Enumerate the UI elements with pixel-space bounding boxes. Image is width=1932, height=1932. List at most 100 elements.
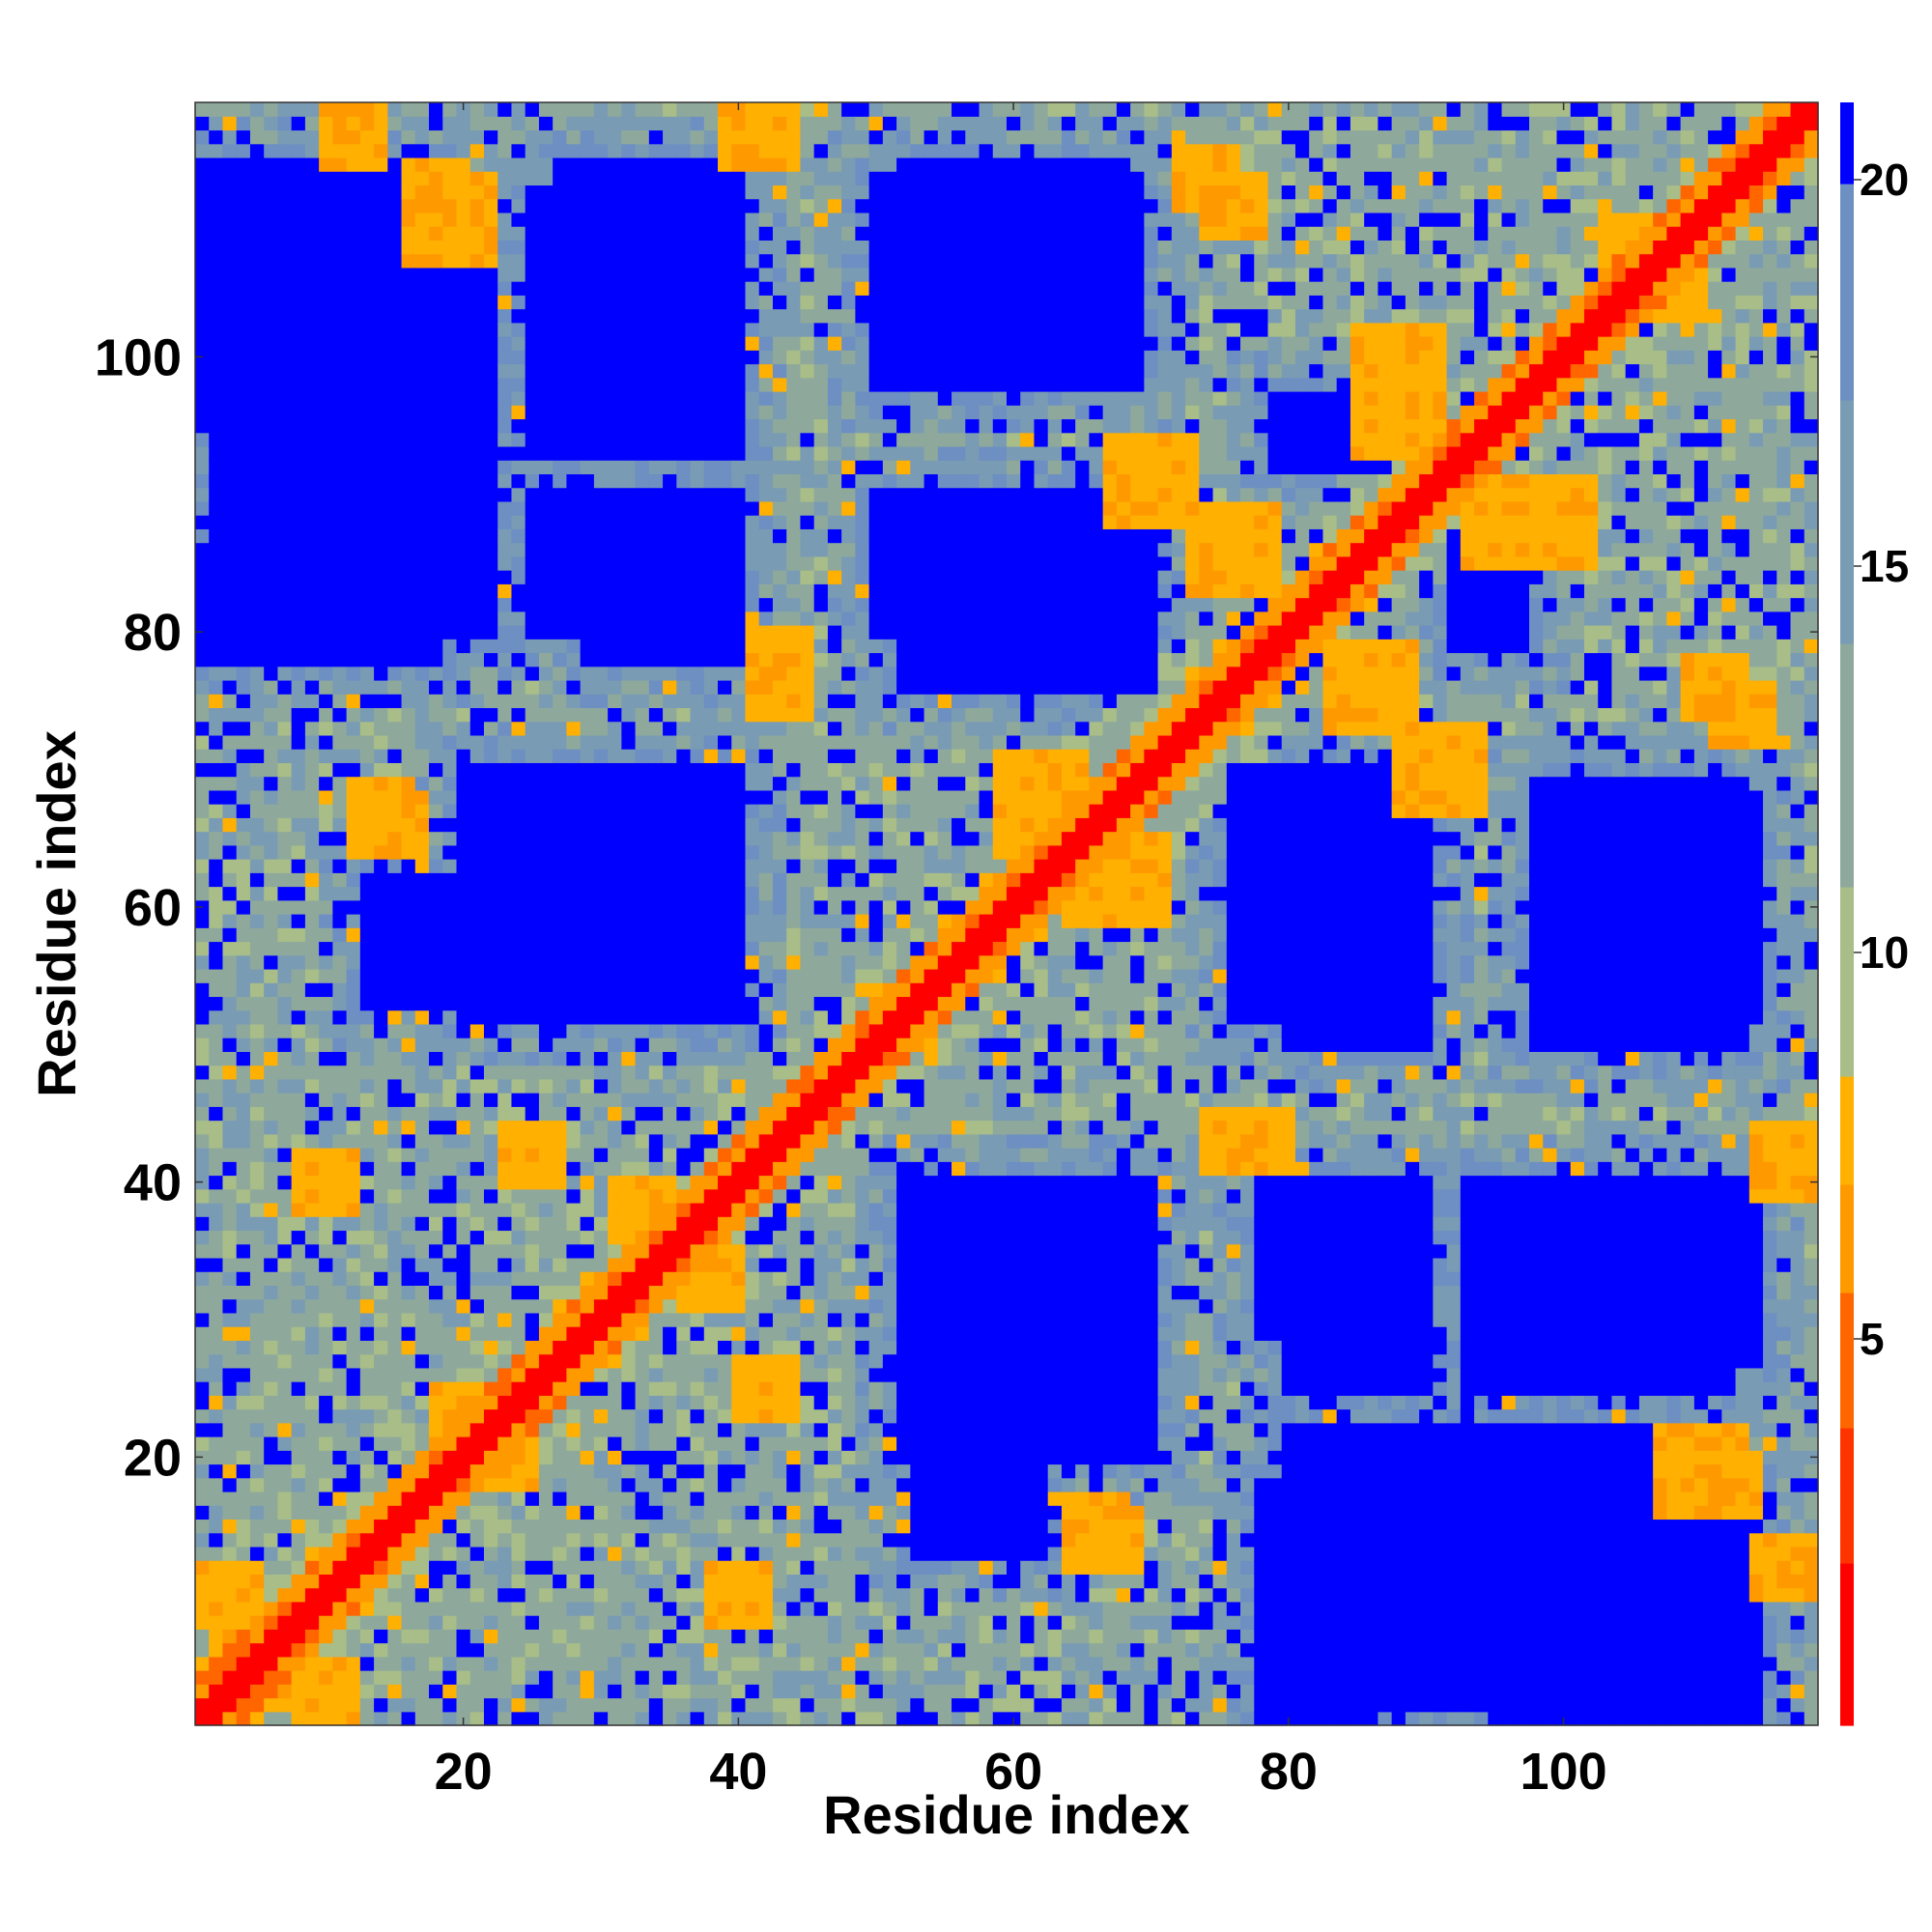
heatmap-cell: [580, 198, 595, 213]
heatmap-cell: [264, 804, 279, 818]
heatmap-cell: [745, 1670, 760, 1685]
heatmap-cell: [621, 487, 637, 502]
heatmap-cell: [703, 336, 719, 351]
heatmap-cell: [676, 1408, 692, 1424]
heatmap-cell: [442, 1326, 458, 1341]
heatmap-cell: [249, 226, 265, 241]
heatmap-cell: [359, 336, 375, 351]
heatmap-cell: [249, 1711, 265, 1726]
heatmap-cell: [442, 859, 458, 873]
heatmap-cell: [387, 377, 403, 392]
heatmap-cell: [442, 156, 458, 172]
heatmap-cell: [442, 1656, 458, 1671]
heatmap-cell: [608, 253, 622, 269]
heatmap-cell: [608, 859, 622, 873]
heatmap-cell: [690, 1574, 705, 1589]
heatmap-cell: [703, 1532, 719, 1548]
heatmap-cell: [621, 707, 637, 723]
heatmap-cell: [209, 968, 224, 983]
heatmap-cell: [593, 1436, 609, 1451]
heatmap-cell: [703, 1353, 719, 1369]
heatmap-cell: [209, 212, 224, 227]
heatmap-cell: [222, 1656, 238, 1671]
heatmap-cell: [304, 1188, 320, 1204]
heatmap-cell: [593, 198, 609, 213]
heatmap-cell: [374, 418, 388, 434]
heatmap-cell: [731, 899, 747, 915]
heatmap-cell: [249, 886, 265, 901]
heatmap-cell: [731, 143, 747, 158]
heatmap-cell: [319, 1312, 333, 1327]
heatmap-cell: [608, 1216, 622, 1232]
heatmap-cell: [676, 859, 692, 873]
heatmap-cell: [497, 1670, 513, 1685]
heatmap-cell: [429, 405, 443, 420]
heatmap-cell: [401, 515, 416, 529]
heatmap-cell: [277, 1312, 293, 1327]
heatmap-cell: [429, 377, 443, 392]
heatmap-cell: [319, 859, 333, 873]
heatmap-cell: [236, 542, 251, 557]
heatmap-cell: [469, 679, 485, 695]
heatmap-cell: [195, 1491, 210, 1506]
heatmap-cell: [332, 129, 348, 145]
heatmap-cell: [195, 171, 210, 186]
heatmap-cell: [648, 1367, 664, 1382]
heatmap-cell: [319, 1560, 333, 1575]
heatmap-cell: [703, 721, 719, 736]
heatmap-cell: [745, 1148, 760, 1162]
heatmap-cell: [332, 899, 348, 915]
heatmap-cell: [332, 679, 348, 695]
heatmap-cell: [608, 721, 622, 736]
heatmap-cell: [745, 515, 760, 529]
heatmap-cell: [195, 1065, 210, 1080]
heatmap-cell: [291, 968, 306, 983]
heatmap-cell: [525, 1148, 540, 1162]
heatmap-cell: [222, 1051, 238, 1066]
heatmap-cell: [264, 886, 279, 901]
heatmap-cell: [703, 253, 719, 269]
heatmap-cell: [525, 1078, 540, 1094]
heatmap-cell: [676, 1684, 692, 1699]
heatmap-cell: [621, 1106, 637, 1122]
heatmap-cell: [663, 226, 677, 241]
heatmap-cell: [635, 844, 650, 860]
heatmap-cell: [621, 1436, 637, 1451]
heatmap-cell: [291, 872, 306, 888]
heatmap-cell: [690, 1684, 705, 1699]
heatmap-cell: [525, 116, 540, 131]
heatmap-cell: [703, 143, 719, 158]
heatmap-cell: [553, 171, 568, 186]
heatmap-cell: [538, 1574, 554, 1589]
heatmap-cell: [401, 171, 416, 186]
heatmap-cell: [635, 1065, 650, 1080]
heatmap-cell: [414, 1148, 430, 1162]
heatmap-cell: [758, 171, 774, 186]
heatmap-cell: [772, 1463, 787, 1479]
heatmap-cell: [663, 927, 677, 943]
heatmap-cell: [663, 872, 677, 888]
heatmap-cell: [277, 1243, 293, 1259]
heatmap-cell: [264, 1367, 279, 1382]
heatmap-cell: [718, 570, 732, 584]
heatmap-cell: [374, 555, 388, 571]
heatmap-cell: [718, 1202, 732, 1217]
heatmap-cell: [236, 1367, 251, 1382]
heatmap-cell: [511, 776, 526, 791]
heatmap-cell: [319, 954, 333, 970]
heatmap-cell: [497, 1546, 513, 1561]
heatmap-cell: [497, 1436, 513, 1451]
heatmap-cell: [359, 1491, 375, 1506]
heatmap-cell: [580, 1615, 595, 1630]
heatmap-cell: [731, 555, 747, 571]
heatmap-cell: [553, 1023, 568, 1038]
heatmap-cell: [635, 515, 650, 529]
heatmap-cell: [663, 1587, 677, 1603]
heatmap-cell: [346, 844, 361, 860]
heatmap-cell: [414, 789, 430, 805]
heatmap-cell: [291, 1093, 306, 1107]
heatmap-cell: [401, 1670, 416, 1685]
heatmap-cell: [538, 487, 554, 502]
heatmap-cell: [209, 899, 224, 915]
heatmap-cell: [236, 156, 251, 172]
